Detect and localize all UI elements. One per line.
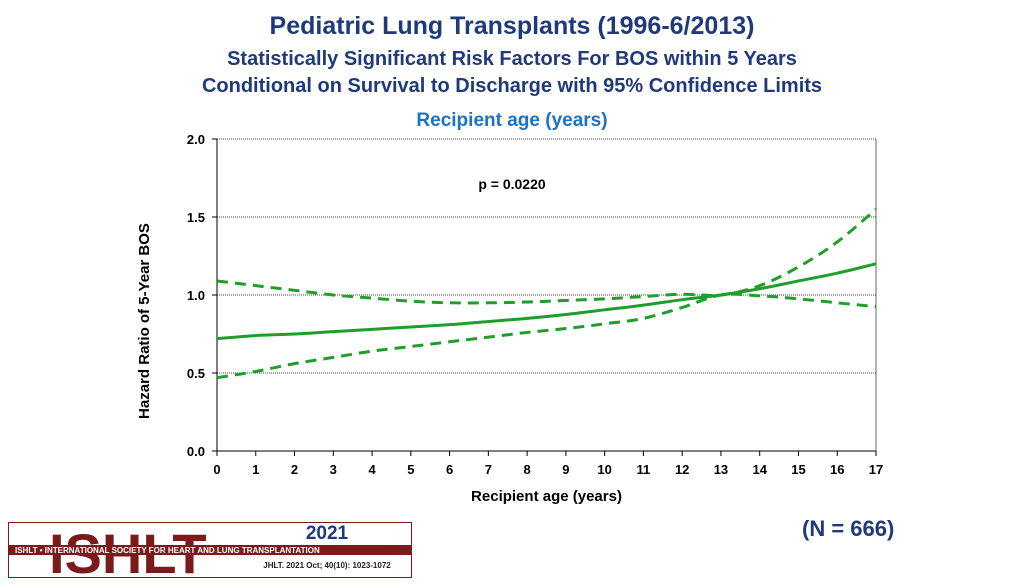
x-tick-label-0: 0 [213,462,220,477]
sample-size-label: (N = 666) [802,516,895,541]
hazard-ratio-chart: 0.00.51.01.52.00 1 2 3 4 5 6 7 8 9 10 11 12 13 14 15 16 1… [136,132,883,505]
logo-year-box [245,523,411,545]
y-tick-label-3: 1.5 [187,210,205,225]
x-tick-label-1: 1 [252,462,259,477]
page-title: Pediatric Lung Transplants (1996-6/2013) [269,12,755,40]
p-value-annotation: p = 0.0220 [478,176,546,192]
y-tick-label-0: 0.0 [187,444,205,459]
x-tick-label-16: 16 [830,462,844,477]
x-tick-label-11: 11 [637,462,651,477]
x-tick-label-10: 10 [597,462,611,477]
logo-banner-text: ISHLT • INTERNATIONAL SOCIETY FOR HEART … [15,546,320,555]
y-tick-label-1: 0.5 [187,366,205,381]
x-tick-label-2: 2 [291,462,298,477]
x-tick-label-7: 7 [485,462,492,477]
logo-cite-box [245,555,411,577]
x-tick-label-13: 13 [714,462,728,477]
logo-year: 2021 [305,523,349,544]
x-tick-label-17: 17 [869,462,883,477]
x-axis-label: Recipient age (years) [471,488,622,505]
x-tick-label-3: 3 [330,462,337,477]
x-tick-label-4: 4 [368,462,376,477]
ishlt-logo: ISHLT ISHLT • INTERNATIONAL SOCIETY FOR … [8,522,412,585]
x-tick-label-14: 14 [752,462,767,477]
x-tick-label-12: 12 [675,462,689,477]
y-tick-label-2: 1.0 [187,288,205,303]
y-axis-label: Hazard Ratio of 5-Year BOS [136,223,153,419]
x-tick-label-6: 6 [446,462,453,477]
ishlt-logo-graphic: ISHLT ISHLT • INTERNATIONAL SOCIETY FOR … [9,522,411,585]
x-tick-label-8: 8 [524,462,531,477]
chart-title: Recipient age (years) [416,110,608,131]
series-lower-ci-line [216,292,877,380]
page-subtitle-1: Statistically Significant Risk Factors F… [227,48,797,70]
logo-banner-bar [9,545,411,555]
y-tick-label-4: 2.0 [187,132,205,147]
x-tick-label-9: 9 [562,462,569,477]
x-tick-label-5: 5 [407,462,414,477]
x-tick-label-15: 15 [791,462,805,477]
series-hazard-ratio-line [216,262,877,341]
series-upper-ci-line [216,208,877,305]
page-subtitle-2: Conditional on Survival to Discharge wit… [201,75,823,97]
citation: JHLT. 2021 Oct; 40(10): 1023-1072 [263,561,391,570]
